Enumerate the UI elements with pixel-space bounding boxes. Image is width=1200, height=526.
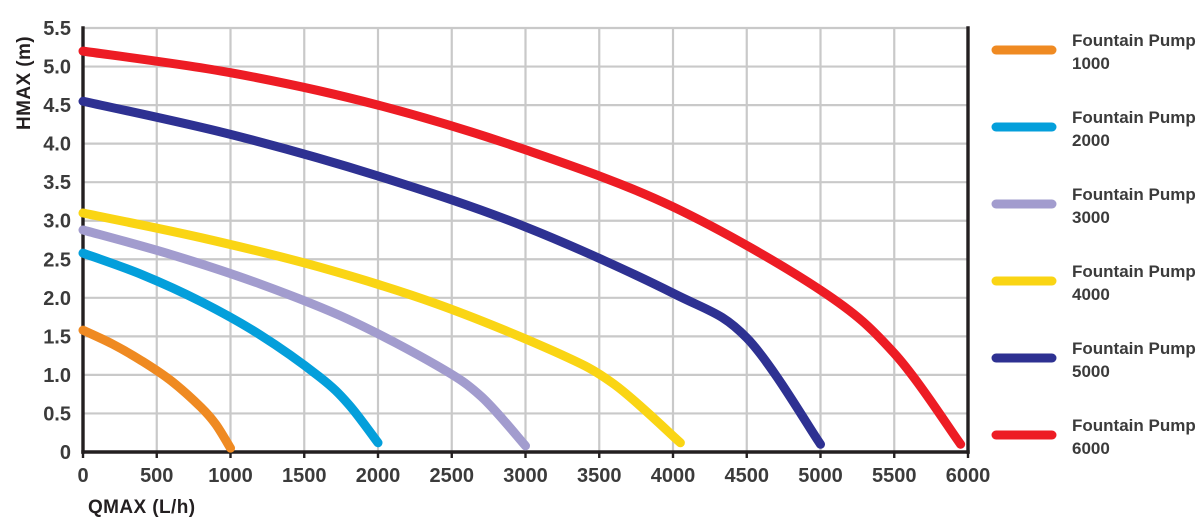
legend-item-1[interactable]: Fountain Pump 1000 (991, 31, 1196, 73)
legend-label-line1: Fountain Pump (1072, 339, 1196, 358)
x-tick-labels: 0 500 1000 1500 2000 2500 3000 3500 4000 4500 5000… (77, 465, 990, 487)
legend-label-line2: 5000 (1072, 362, 1110, 381)
legend-label-line2: 6000 (1072, 439, 1110, 458)
y-tick-label: 2.5 (43, 249, 71, 271)
x-tick-label: 2500 (430, 465, 475, 487)
y-tick-label: 1.0 (43, 365, 71, 387)
legend-item-4[interactable]: Fountain Pump 4000 (991, 262, 1196, 304)
legend-item-2[interactable]: Fountain Pump 2000 (991, 108, 1196, 150)
x-tick-label: 5500 (872, 465, 917, 487)
x-tick-label: 4000 (651, 465, 696, 487)
legend-label-line1: Fountain Pump (1072, 262, 1196, 281)
x-tick-label: 2000 (356, 465, 401, 487)
legend-label-line2: 3000 (1072, 208, 1110, 227)
series-line-3 (78, 225, 530, 451)
y-tick-label: 1.5 (43, 326, 71, 348)
x-tick-label: 3500 (577, 465, 622, 487)
y-tick-label: 3.0 (43, 211, 71, 233)
legend-label-line1: Fountain Pump (1072, 416, 1196, 435)
y-tick-label: 3.5 (43, 172, 71, 194)
y-tick-label: 0.5 (43, 403, 71, 425)
legend-label-line2: 1000 (1072, 54, 1110, 73)
x-tick-label: 4500 (725, 465, 770, 487)
legend-label-line2: 2000 (1072, 131, 1110, 150)
x-tick-label: 0 (77, 465, 88, 487)
legend-label-line1: Fountain Pump (1072, 185, 1196, 204)
series-line-1 (78, 325, 235, 453)
series-line-4 (78, 208, 685, 448)
tick-marks (81, 452, 970, 458)
x-tick-label: 500 (140, 465, 173, 487)
y-tick-label: 5.0 (43, 57, 71, 79)
series-line-6 (78, 46, 966, 449)
series-line-5 (78, 96, 825, 449)
legend-item-5[interactable]: Fountain Pump 5000 (991, 339, 1196, 381)
x-tick-label: 3000 (503, 465, 548, 487)
x-tick-label: 1500 (282, 465, 327, 487)
legend-item-3[interactable]: Fountain Pump 3000 (991, 185, 1196, 227)
y-tick-label: 4.0 (43, 134, 71, 156)
y-tick-label: 2.0 (43, 288, 71, 310)
y-tick-label: 4.5 (43, 95, 71, 117)
y-axis-title: HMAX (m) (14, 36, 35, 130)
data-series (78, 46, 966, 453)
series-line-2 (78, 248, 383, 448)
x-tick-label: 1000 (208, 465, 253, 487)
y-tick-label: 0 (60, 442, 71, 464)
legend-item-6[interactable]: Fountain Pump 6000 (991, 416, 1196, 458)
legend-label-line1: Fountain Pump (1072, 31, 1196, 50)
legend-label-line1: Fountain Pump (1072, 108, 1196, 127)
y-tick-label: 5.5 (43, 18, 71, 40)
legend-label-line2: 4000 (1072, 285, 1110, 304)
x-axis-title: QMAX (L/h) (88, 497, 195, 518)
x-tick-label: 5000 (798, 465, 843, 487)
x-tick-label: 6000 (946, 465, 991, 487)
y-tick-labels: 0 0.5 1.0 1.5 2.0 2.5 3.0 3.5 4.0 4.5 5.0 5.5 (43, 18, 71, 464)
